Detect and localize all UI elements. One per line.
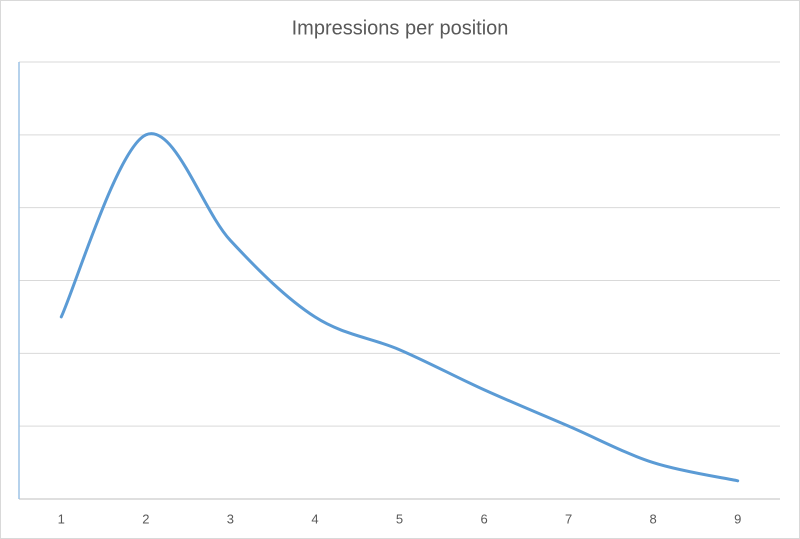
x-tick-label: 8 xyxy=(650,511,657,526)
x-tick-label: 4 xyxy=(311,511,318,526)
line-series xyxy=(59,132,740,483)
x-tick-label: 1 xyxy=(58,511,65,526)
x-tick-label: 7 xyxy=(565,511,572,526)
x-tick-label: 2 xyxy=(142,511,149,526)
chart-title: Impressions per position xyxy=(292,17,509,39)
x-tick-label: 3 xyxy=(227,511,234,526)
x-tick-label: 5 xyxy=(396,511,403,526)
x-tick-label: 6 xyxy=(480,511,487,526)
x-tick-label: 9 xyxy=(734,511,741,526)
